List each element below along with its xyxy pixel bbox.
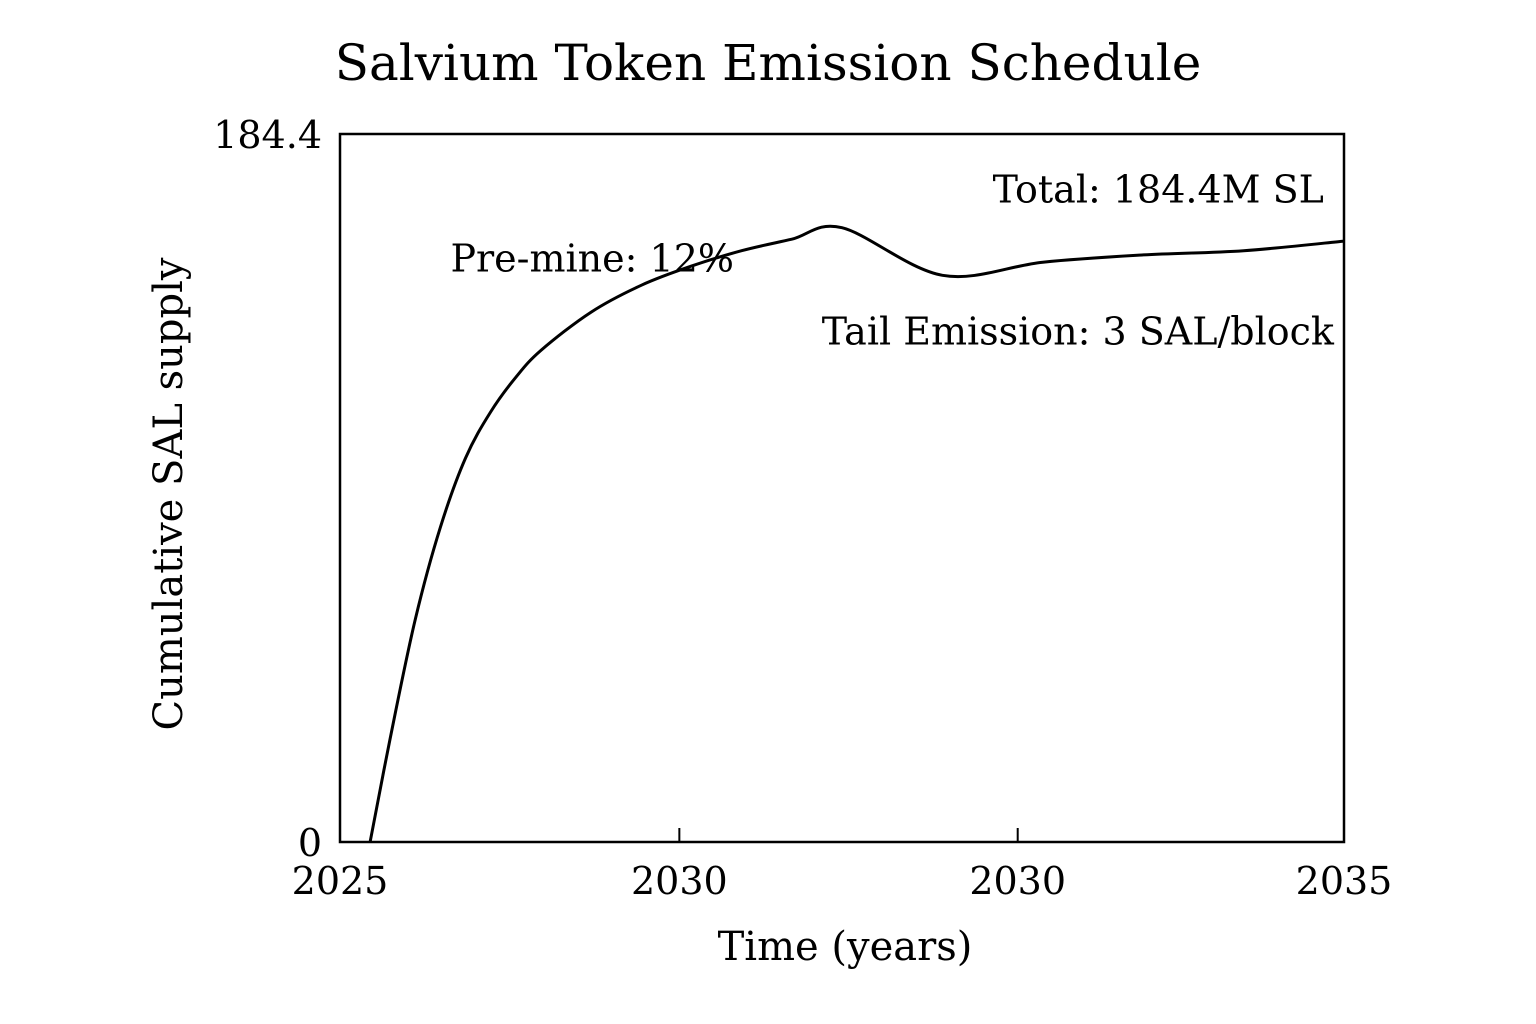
x-tick-label: 2030 [969,859,1066,903]
emission-curve [368,224,1345,843]
y-tick-label: 184.4 [213,113,322,157]
annotation-premine: Pre-mine: 12% [450,236,734,280]
plot-frame [338,132,1346,844]
x-tick-label: 2030 [631,859,728,903]
y-tick-label: 0 [298,821,322,865]
x-tick-label: 2035 [1296,859,1393,903]
ticks-layer: 2025 2030 2030 2035 0 184.4 [213,113,1392,903]
chart-title: Salvium Token Emission Schedule [334,34,1202,92]
y-axis-label: Cumulative SAL supply [146,257,192,730]
x-tick-label: 2025 [292,859,389,903]
x-axis-label: Time (years) [718,924,973,970]
annotation-total: Total: 184.4M SL [993,167,1324,211]
annotation-tail-emission: Tail Emission: 3 SAL/block [822,309,1335,353]
